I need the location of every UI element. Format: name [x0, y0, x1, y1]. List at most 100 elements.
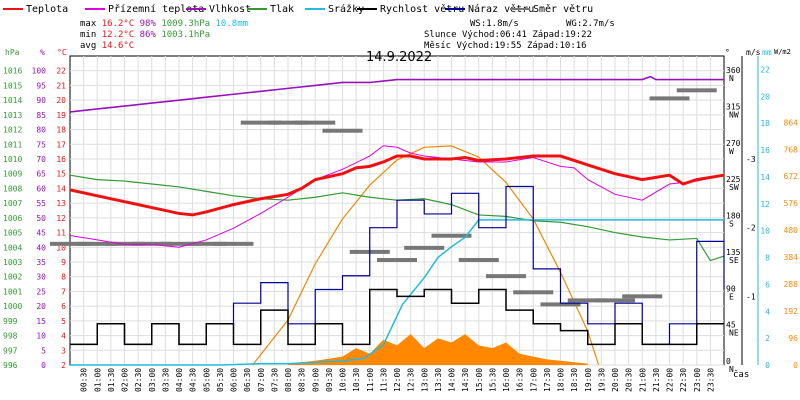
- legend-swatch: [357, 8, 377, 10]
- stats-max-label: max: [80, 19, 97, 29]
- x-axis-ticks: 00:30 01:00 01:30 02:00 02:30 03:00 03:30 04:00…: [80, 368, 716, 392]
- stats-max-press: 1009.3hPa: [161, 19, 211, 29]
- tick-label-humidity: 50: [36, 214, 46, 223]
- tick-label-humidity: 5: [41, 346, 46, 355]
- tick-label-pressure: 1005: [3, 229, 22, 238]
- unit-degc: °C: [57, 48, 67, 57]
- tick-label-time: 00:30: [80, 368, 89, 392]
- tick-label-time: 14:00: [448, 368, 457, 392]
- tick-label-pressure: 999: [3, 317, 18, 326]
- legend-swatch: [305, 8, 325, 10]
- winddir-mark: [295, 120, 336, 125]
- winddir-mark: [268, 120, 308, 125]
- tick-label-time: 09:00: [311, 368, 320, 392]
- tick-label-winddir-compass: W: [729, 147, 734, 156]
- tick-label-rain: 0: [765, 361, 770, 370]
- tick-label-temperature: 19: [56, 111, 66, 120]
- tick-label-winddir-compass: E: [729, 292, 734, 301]
- tick-label-time: 21:30: [652, 368, 661, 392]
- tick-label-solar: 672: [784, 172, 799, 181]
- unit-deg: °: [725, 48, 730, 57]
- wg-value: WG:2.7m/s: [566, 19, 615, 29]
- tick-label-winddir-compass: NE: [729, 329, 739, 338]
- tick-label-time: 18:30: [570, 368, 579, 392]
- tick-label-temperature: 13: [56, 199, 66, 208]
- chart-title: 14.9.2022: [366, 50, 433, 65]
- winddir-mark: [104, 241, 145, 246]
- tick-label-time: 07:30: [270, 368, 279, 392]
- winddir-mark: [567, 298, 608, 303]
- tick-label-winddir: 270: [726, 139, 741, 148]
- winddir-mark: [595, 298, 635, 303]
- legend-swatch: [85, 8, 105, 10]
- tick-label-rain: 20: [760, 92, 770, 101]
- unit-ms: m/s: [746, 48, 761, 57]
- tick-label-humidity: 100: [32, 67, 47, 76]
- stats-max-temp: 16.2°C: [101, 19, 135, 29]
- tick-label-time: 03:30: [161, 368, 170, 392]
- tick-label-time: 11:30: [379, 368, 388, 392]
- winddir-mark: [213, 241, 254, 246]
- winddir-mark: [186, 241, 227, 246]
- tick-label-windspeed: -3: [746, 155, 756, 164]
- tick-label-time: 18:00: [557, 368, 566, 392]
- stats-avg-temp: 14.6°C: [101, 41, 135, 51]
- tick-label-winddir: 180: [726, 212, 741, 221]
- tick-label-pressure: 1006: [3, 214, 22, 223]
- tick-label-time: 01:30: [107, 368, 116, 392]
- tick-label-time: 23:30: [706, 368, 715, 392]
- tick-label-humidity: 55: [36, 199, 46, 208]
- tick-label-winddir-compass: S: [729, 220, 734, 229]
- tick-label-pressure: 997: [3, 346, 18, 355]
- tick-label-time: 02:30: [134, 368, 143, 392]
- tick-label-humidity: 80: [36, 126, 46, 135]
- tick-label-pressure: 1001: [3, 287, 22, 296]
- tick-label-winddir-compass: N: [729, 74, 734, 83]
- tick-label-temperature: 14: [56, 184, 66, 193]
- ws-value: WS:1.8m/s: [470, 19, 519, 29]
- tick-label-time: 22:00: [666, 368, 675, 392]
- tick-label-time: 16:00: [502, 368, 511, 392]
- tick-label-humidity: 75: [36, 140, 46, 149]
- tick-label-time: 14:30: [461, 368, 470, 392]
- tick-label-winddir: 0: [726, 357, 731, 366]
- tick-label-humidity: 45: [36, 229, 46, 238]
- tick-label-windspeed: -2: [746, 224, 756, 233]
- tick-label-rain: 4: [765, 307, 770, 316]
- tick-label-humidity: 35: [36, 258, 46, 267]
- tick-label-temperature: 10: [56, 243, 66, 252]
- stats-block: max 16.2°C 98% 1009.3hPa 10.8mm min 12.2…: [80, 19, 248, 52]
- tick-label-rain: 14: [760, 173, 770, 182]
- tick-label-temperature: 16: [56, 155, 66, 164]
- tick-label-temperature: 4: [61, 332, 66, 341]
- winddir-mark: [458, 257, 499, 262]
- tick-label-temperature: 22: [56, 67, 66, 76]
- legend-label: Náraz větru: [468, 4, 535, 15]
- sunset-time: Západ:19:22: [532, 30, 592, 40]
- series-rain: [70, 219, 724, 366]
- legend-swatch: [3, 8, 23, 10]
- sunrise-time: Východ:06:41: [461, 30, 527, 40]
- tick-label-pressure: 1013: [3, 111, 22, 120]
- tick-label-time: 11:00: [366, 368, 375, 392]
- tick-label-rain: 12: [760, 200, 770, 209]
- series-pressure: [69, 174, 725, 262]
- winddir-mark: [540, 302, 581, 307]
- tick-label-time: 02:00: [121, 368, 130, 392]
- tick-label-pressure: 1007: [3, 199, 22, 208]
- tick-label-time: 04:00: [175, 368, 184, 392]
- legend-label: Tlak: [270, 4, 295, 15]
- tick-label-windspeed: -1: [746, 292, 756, 301]
- series-wind-speed: [70, 288, 724, 346]
- tick-label-pressure: 1014: [3, 96, 22, 105]
- tick-label-temperature: 12: [56, 214, 66, 223]
- tick-label-pressure: 1002: [3, 273, 22, 282]
- tick-label-winddir: 45: [726, 321, 736, 330]
- tick-label-time: 13:00: [420, 368, 429, 392]
- tick-label-time: 19:30: [597, 368, 606, 392]
- tick-label-humidity: 30: [36, 273, 46, 282]
- tick-label-solar: 768: [784, 145, 799, 154]
- tick-label-time: 10:30: [352, 368, 361, 392]
- legend-item: Směr větru: [510, 4, 593, 15]
